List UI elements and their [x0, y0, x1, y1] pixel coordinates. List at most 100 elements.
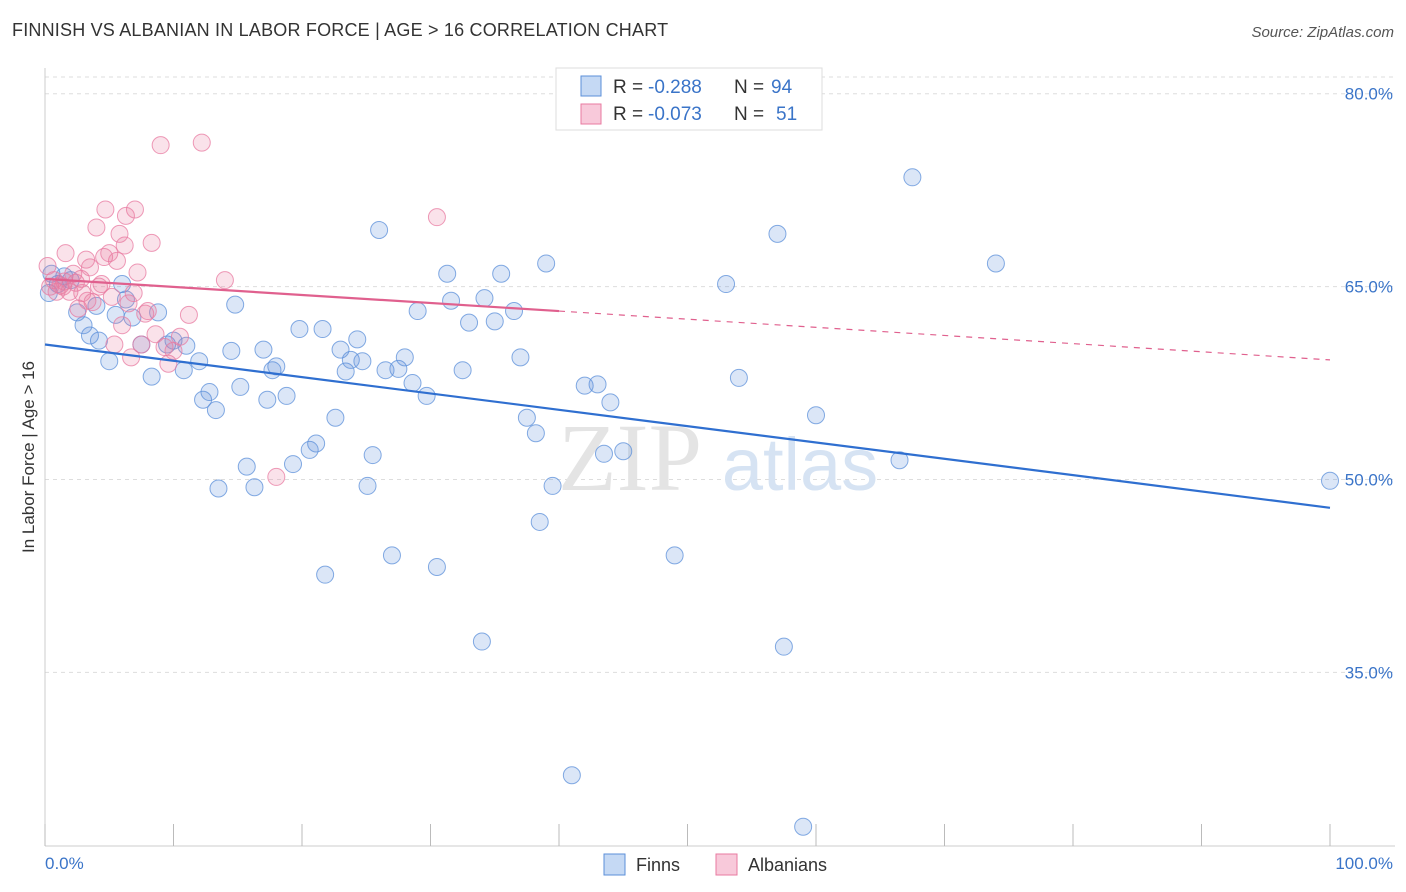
legend-swatch-finns: [580, 75, 602, 97]
finns-point: [363, 446, 382, 465]
finns-point: [588, 375, 607, 394]
albanians-point: [100, 244, 119, 263]
finns-point: [300, 440, 319, 459]
albanians-point: [116, 206, 135, 225]
finns-point: [543, 476, 562, 495]
finns-point: [358, 476, 377, 495]
stats-legend: R = -0.288 N = 94 R = -0.073 N = 51: [555, 67, 823, 131]
albanians-point: [78, 291, 97, 310]
y-tick-label: 35.0%: [1345, 663, 1393, 682]
finns-point: [986, 254, 1005, 273]
finns-point: [284, 455, 303, 474]
axes: [44, 68, 1395, 847]
finns-point: [80, 326, 99, 345]
finns-point: [245, 478, 264, 497]
finns-point: [537, 254, 556, 273]
finns-point: [74, 316, 93, 335]
legend-n-label-albanians: N =: [734, 104, 764, 125]
albanians-point: [53, 277, 72, 296]
watermark-atlas: atlas: [722, 423, 878, 506]
albanians-point: [71, 269, 90, 288]
finns-point: [594, 444, 613, 463]
watermark: ZIP atlas: [558, 404, 878, 511]
finns-point: [190, 352, 209, 371]
finns-point: [307, 434, 326, 453]
gridlines: [45, 76, 1395, 673]
albanians-point: [110, 224, 129, 243]
finns-point: [511, 348, 530, 367]
finns-point: [460, 313, 479, 332]
finns-point: [341, 350, 360, 369]
finns-point: [316, 565, 335, 584]
finns-point: [254, 340, 273, 359]
series-legend: Finns Albanians: [603, 853, 827, 876]
finns-point: [353, 352, 372, 371]
legend-n-value-finns: 94: [771, 77, 793, 98]
finns-point: [903, 168, 922, 187]
albanians-point: [56, 244, 75, 263]
finns-point: [890, 451, 909, 470]
albanians-point: [107, 251, 126, 270]
finns-point: [290, 320, 309, 339]
finns-point: [614, 442, 633, 461]
finns-point: [517, 408, 536, 427]
finns-point: [348, 330, 367, 349]
finns-point: [575, 376, 594, 395]
trend-lines: [44, 277, 1331, 509]
finns-point: [389, 359, 408, 378]
finns-points: [39, 168, 1339, 836]
albanians-point: [125, 200, 144, 219]
finns-point: [438, 264, 457, 283]
albanians-point: [132, 335, 151, 354]
albanians-point: [267, 467, 286, 486]
albanians-point: [142, 233, 161, 252]
finns-point: [209, 479, 228, 498]
finns-point: [427, 557, 446, 576]
finns-point: [1321, 471, 1339, 490]
finns-point: [408, 302, 427, 321]
albanians-point: [105, 335, 124, 354]
albanians-point: [427, 208, 446, 227]
legend-r-value-finns: -0.288: [648, 77, 702, 98]
finns-point: [530, 512, 549, 531]
albanians-point: [155, 338, 174, 357]
albanians-point: [215, 271, 234, 290]
finns-point: [376, 361, 395, 380]
finns-point: [226, 295, 245, 314]
albanians-point: [138, 302, 157, 321]
finns-point: [403, 374, 422, 393]
finns-point: [472, 632, 491, 651]
finns-point: [453, 361, 472, 380]
finns-point: [505, 302, 524, 321]
finns-point: [336, 362, 355, 381]
finns-point: [194, 390, 213, 409]
albanians-trend-extension: [558, 310, 1331, 361]
tick-labels: 80.0% 65.0% 50.0% 35.0% 0.0% 100.0%: [45, 85, 1393, 873]
finns-point: [370, 221, 389, 240]
finns-point: [326, 408, 345, 427]
finns-point: [562, 766, 581, 785]
y-axis-label: In Labor Force | Age > 16: [19, 361, 38, 553]
bottom-label-finns: Finns: [636, 855, 680, 875]
albanians-point: [113, 316, 132, 335]
finns-point: [222, 341, 241, 360]
albanians-point: [136, 304, 155, 323]
legend-r-label-finns: R =: [613, 77, 643, 98]
finns-point: [442, 291, 461, 310]
finns-trend-line: [44, 343, 1331, 509]
finns-point: [492, 264, 511, 283]
y-tick-label: 80.0%: [1345, 85, 1393, 104]
albanians-point: [102, 287, 121, 306]
albanians-point: [128, 263, 147, 282]
finns-point: [231, 377, 250, 396]
legend-r-label-albanians: R =: [613, 104, 643, 125]
legend-n-value-albanians: 51: [776, 104, 797, 125]
finns-point: [768, 224, 787, 243]
finns-point: [89, 331, 108, 350]
finns-point: [382, 546, 401, 565]
albanians-point: [146, 325, 165, 344]
chart-title: FINNISH VS ALBANIAN IN LABOR FORCE | AGE…: [12, 20, 669, 40]
albanians-point: [151, 136, 170, 155]
legend-r-value-albanians: -0.073: [648, 104, 702, 125]
finns-point: [717, 275, 736, 294]
